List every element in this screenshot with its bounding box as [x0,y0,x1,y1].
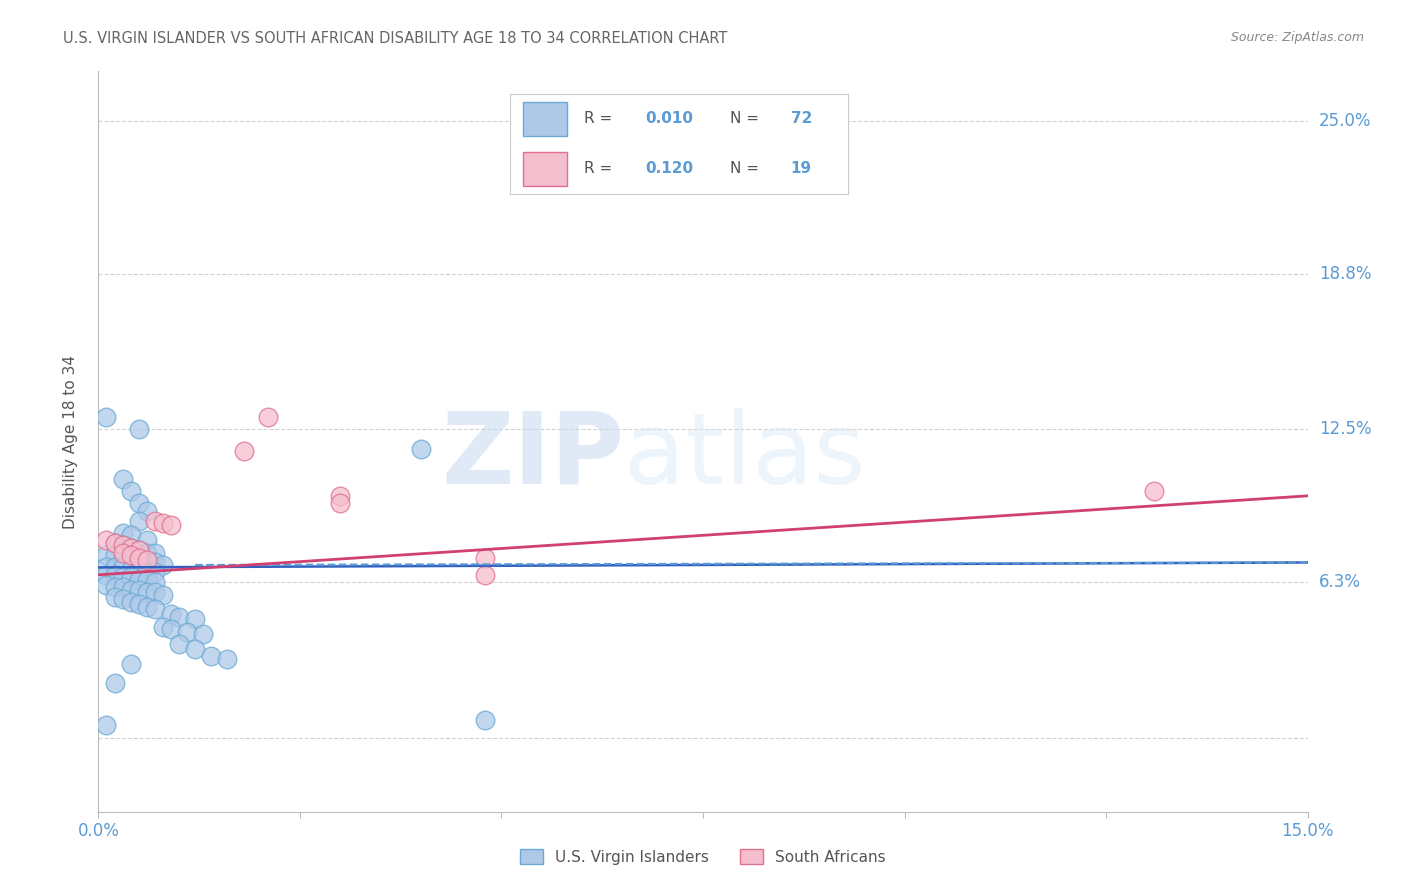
Point [120,553,142,567]
Point [152,588,174,602]
Point [120,541,142,555]
Text: Source: ZipAtlas.com: Source: ZipAtlas.com [1230,31,1364,45]
Point [217,651,239,665]
Point [103,560,125,574]
Point [128,553,150,567]
Point [103,535,125,549]
Point [120,541,142,555]
Point [474,714,496,728]
Point [96,533,118,548]
Point [167,609,190,624]
Point [103,580,125,594]
Point [96,548,118,562]
Point [474,550,496,565]
Point [111,538,134,552]
Point [103,535,125,549]
Point [143,546,166,560]
Point [120,563,142,577]
Point [128,598,150,612]
Point [135,573,157,587]
Point [143,575,166,590]
Point [128,543,150,558]
Point [200,649,222,664]
Point [135,556,157,570]
Point [111,538,134,552]
Point [135,553,157,567]
Point [111,570,134,584]
Point [135,585,157,599]
Point [103,548,125,562]
Point [160,518,183,533]
Point [128,563,150,577]
Point [143,556,166,570]
Point [1143,483,1166,498]
Point [143,514,166,528]
Text: U.S. VIRGIN ISLANDER VS SOUTH AFRICAN DISABILITY AGE 18 TO 34 CORRELATION CHART: U.S. VIRGIN ISLANDER VS SOUTH AFRICAN DI… [63,31,728,46]
Point [128,514,150,528]
Legend: U.S. Virgin Islanders, South Africans: U.S. Virgin Islanders, South Africans [515,843,891,871]
Point [135,599,157,614]
Point [103,676,125,690]
Point [256,409,278,424]
Point [143,566,166,580]
Point [232,444,254,458]
Point [143,585,166,599]
Point [128,496,150,510]
Point [409,442,432,456]
Point [135,533,157,548]
Point [120,582,142,597]
Point [184,612,207,626]
Point [128,550,150,565]
Point [474,567,496,582]
Point [120,483,142,498]
Text: 25.0%: 25.0% [1319,112,1371,129]
Text: 18.8%: 18.8% [1319,265,1371,283]
Point [128,573,150,587]
Point [111,560,134,574]
Point [143,602,166,616]
Point [120,595,142,609]
Point [111,550,134,565]
Point [160,622,183,636]
Text: 12.5%: 12.5% [1319,420,1371,438]
Point [120,528,142,542]
Point [128,422,150,436]
Point [128,582,150,597]
Point [103,590,125,604]
Point [111,546,134,560]
Point [111,472,134,486]
Point [120,570,142,584]
Point [329,496,352,510]
Point [111,525,134,540]
Text: 6.3%: 6.3% [1319,574,1361,591]
Point [152,620,174,634]
Point [135,503,157,517]
Point [167,637,190,651]
Point [135,546,157,560]
Point [111,580,134,594]
Point [96,577,118,591]
Point [176,624,198,639]
Point [135,566,157,580]
Point [160,607,183,622]
Point [120,548,142,562]
Y-axis label: Disability Age 18 to 34: Disability Age 18 to 34 [63,354,77,529]
Point [96,409,118,424]
Point [120,657,142,671]
Point [329,489,352,503]
Point [184,641,207,656]
Point [128,543,150,558]
Point [103,567,125,582]
Point [96,567,118,582]
Text: ZIP: ZIP [441,408,624,505]
Point [152,516,174,530]
Point [152,558,174,572]
Point [96,560,118,574]
Point [193,627,215,641]
Point [111,592,134,607]
Text: atlas: atlas [624,408,866,505]
Point [96,718,118,732]
